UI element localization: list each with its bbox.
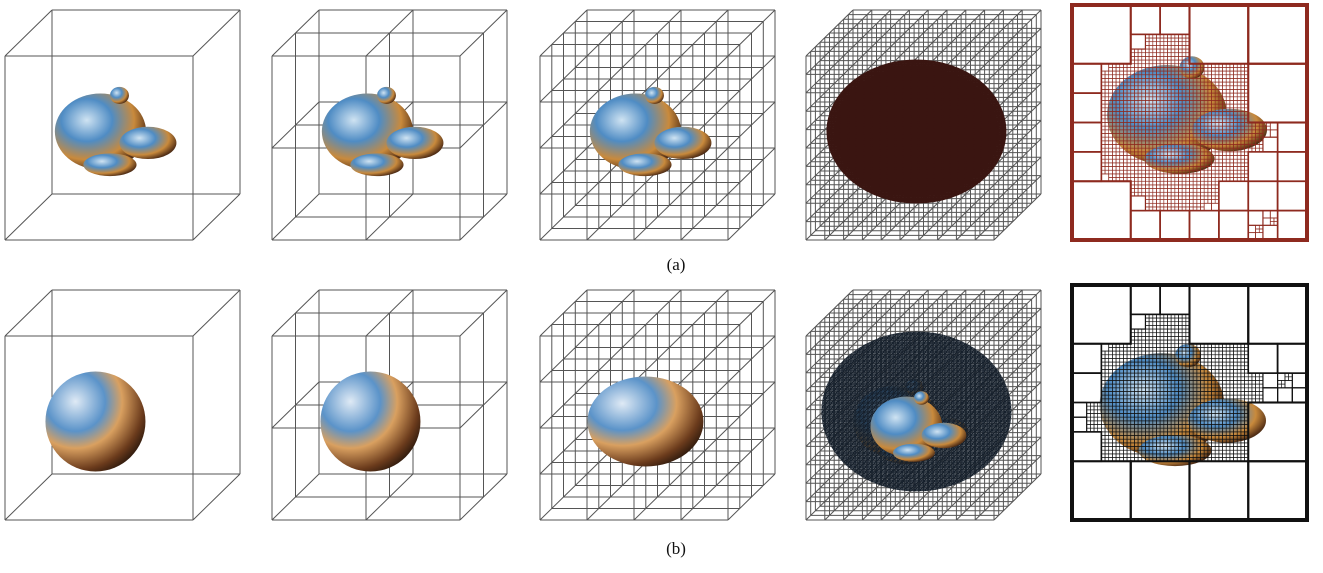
ear bbox=[645, 87, 664, 104]
ear bbox=[377, 87, 396, 104]
blob bbox=[587, 377, 703, 467]
caption: (b) bbox=[666, 539, 686, 558]
head-model bbox=[55, 87, 177, 176]
jaw bbox=[618, 153, 671, 176]
figure: (a) (b) bbox=[0, 0, 1323, 573]
jaw bbox=[83, 153, 136, 176]
caption: (a) bbox=[667, 255, 686, 274]
sphere bbox=[45, 372, 145, 472]
snout bbox=[386, 127, 443, 159]
jaw bbox=[350, 153, 403, 176]
sphere bbox=[320, 372, 420, 472]
jaw bbox=[893, 444, 935, 462]
snout bbox=[921, 423, 966, 449]
snout bbox=[654, 127, 711, 159]
snout bbox=[119, 127, 176, 159]
head-model bbox=[322, 87, 444, 176]
ear bbox=[914, 391, 929, 405]
ear bbox=[110, 87, 129, 104]
